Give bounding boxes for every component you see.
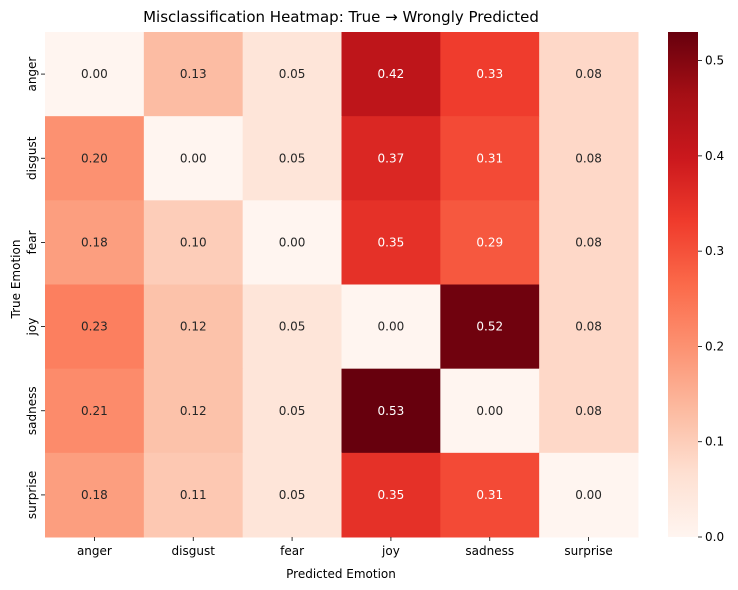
colorbar-tick-label: 0.5 bbox=[705, 54, 724, 68]
colorbar-tick-label: 0.0 bbox=[705, 530, 724, 544]
y-tick-label: sadness bbox=[25, 386, 39, 435]
cell-value-label: 0.35 bbox=[378, 235, 405, 249]
colorbar-tick-label: 0.3 bbox=[705, 244, 724, 258]
cell-value-label: 0.00 bbox=[378, 320, 405, 334]
cell-value-label: 0.05 bbox=[279, 488, 306, 502]
colorbar-tick-label: 0.1 bbox=[705, 435, 724, 449]
heatmap-cell bbox=[45, 32, 145, 117]
cell-value-label: 0.35 bbox=[378, 488, 405, 502]
cell-value-label: 0.18 bbox=[81, 488, 108, 502]
cell-value-label: 0.53 bbox=[378, 404, 405, 418]
heatmap-cell bbox=[440, 200, 540, 285]
heatmap-cell bbox=[539, 200, 639, 285]
heatmap-cell bbox=[242, 452, 342, 538]
cell-value-label: 0.05 bbox=[279, 151, 306, 165]
heatmap-cell bbox=[539, 368, 639, 454]
cell-value-label: 0.00 bbox=[81, 67, 108, 81]
cell-value-label: 0.33 bbox=[476, 67, 503, 81]
cell-value-label: 0.20 bbox=[81, 151, 108, 165]
y-tick-label: fear bbox=[25, 230, 39, 254]
cell-value-label: 0.52 bbox=[476, 320, 503, 334]
cell-value-label: 0.31 bbox=[476, 151, 503, 165]
x-tick-label: disgust bbox=[172, 544, 216, 558]
heatmap-cell bbox=[440, 116, 540, 201]
y-tick-label: anger bbox=[25, 57, 39, 92]
cell-value-label: 0.37 bbox=[378, 151, 405, 165]
cell-value-label: 0.05 bbox=[279, 320, 306, 334]
colorbar-tick-label: 0.2 bbox=[705, 339, 724, 353]
cell-value-label: 0.13 bbox=[180, 67, 207, 81]
y-tick-label: disgust bbox=[25, 136, 39, 180]
x-axis-label: Predicted Emotion bbox=[286, 567, 396, 581]
x-tick-label: joy bbox=[381, 544, 400, 558]
heatmap-cell bbox=[45, 116, 145, 201]
cell-value-label: 0.12 bbox=[180, 320, 207, 334]
heatmap-cell bbox=[242, 32, 342, 117]
heatmap-cell bbox=[242, 200, 342, 285]
colorbar-tick-label: 0.4 bbox=[705, 149, 724, 163]
heatmap-cell bbox=[539, 32, 639, 117]
heatmap-cell bbox=[143, 368, 244, 454]
heatmap-cell bbox=[143, 452, 244, 538]
heatmap-cell bbox=[143, 116, 244, 201]
heatmap-cell bbox=[341, 452, 441, 538]
cell-value-label: 0.05 bbox=[279, 404, 306, 418]
heatmap-cell bbox=[143, 32, 244, 117]
heatmap-cell bbox=[45, 452, 145, 538]
cell-value-label: 0.10 bbox=[180, 235, 207, 249]
heatmap-cell bbox=[242, 368, 342, 454]
heatmap-cells: 0.00 0.13 0.05 0.42 0.33 0.08 0.20 0.00 0.05 0.37… bbox=[45, 32, 639, 538]
cell-value-label: 0.00 bbox=[180, 151, 207, 165]
x-tick-label: fear bbox=[280, 544, 304, 558]
heatmap-cell bbox=[539, 116, 639, 201]
cell-value-label: 0.00 bbox=[575, 488, 602, 502]
x-tick-label: anger bbox=[77, 544, 112, 558]
y-tick-label: joy bbox=[25, 318, 39, 337]
cell-value-label: 0.29 bbox=[476, 235, 503, 249]
heatmap-cell bbox=[45, 368, 145, 454]
y-axis-ticks: anger disgust fear joy sadness surprise bbox=[25, 57, 45, 519]
heatmap-cell bbox=[440, 368, 540, 454]
heatmap-cell bbox=[242, 116, 342, 201]
heatmap-cell bbox=[45, 200, 145, 285]
chart-title: Misclassification Heatmap: True → Wrongl… bbox=[143, 8, 539, 26]
x-tick-label: sadness bbox=[465, 544, 514, 558]
cell-value-label: 0.00 bbox=[279, 235, 306, 249]
heatmap-cell bbox=[440, 452, 540, 538]
cell-value-label: 0.42 bbox=[378, 67, 405, 81]
x-tick-label: surprise bbox=[564, 544, 612, 558]
cell-value-label: 0.11 bbox=[180, 488, 207, 502]
cell-value-label: 0.00 bbox=[476, 404, 503, 418]
cell-value-label: 0.08 bbox=[575, 235, 602, 249]
heatmap-cell bbox=[45, 284, 145, 370]
cell-value-label: 0.18 bbox=[81, 235, 108, 249]
heatmap-cell bbox=[440, 32, 540, 117]
cell-value-label: 0.23 bbox=[81, 320, 108, 334]
heatmap-cell bbox=[242, 284, 342, 370]
heatmap-cell bbox=[341, 32, 441, 117]
x-axis-ticks: anger disgust fear joy sadness surprise bbox=[77, 537, 613, 558]
cell-value-label: 0.08 bbox=[575, 151, 602, 165]
cell-value-label: 0.31 bbox=[476, 488, 503, 502]
heatmap-cell bbox=[341, 368, 441, 454]
cell-value-label: 0.05 bbox=[279, 67, 306, 81]
heatmap-cell bbox=[341, 200, 441, 285]
cell-value-label: 0.08 bbox=[575, 404, 602, 418]
heatmap-cell bbox=[539, 452, 639, 538]
heatmap-cell bbox=[143, 200, 244, 285]
cell-value-label: 0.21 bbox=[81, 404, 108, 418]
cell-value-label: 0.08 bbox=[575, 67, 602, 81]
heatmap-cell bbox=[440, 284, 540, 370]
heatmap-cell bbox=[539, 284, 639, 370]
cell-value-label: 0.08 bbox=[575, 320, 602, 334]
heatmap-cell bbox=[143, 284, 244, 370]
cell-value-label: 0.12 bbox=[180, 404, 207, 418]
heatmap-cell bbox=[341, 116, 441, 201]
colorbar: 0.0 0.1 0.2 0.3 0.4 0.5 bbox=[668, 32, 724, 544]
heatmap-cell bbox=[341, 284, 441, 370]
y-tick-label: surprise bbox=[25, 471, 39, 519]
y-axis-label: True Emotion bbox=[9, 240, 23, 320]
colorbar-gradient bbox=[668, 32, 698, 537]
